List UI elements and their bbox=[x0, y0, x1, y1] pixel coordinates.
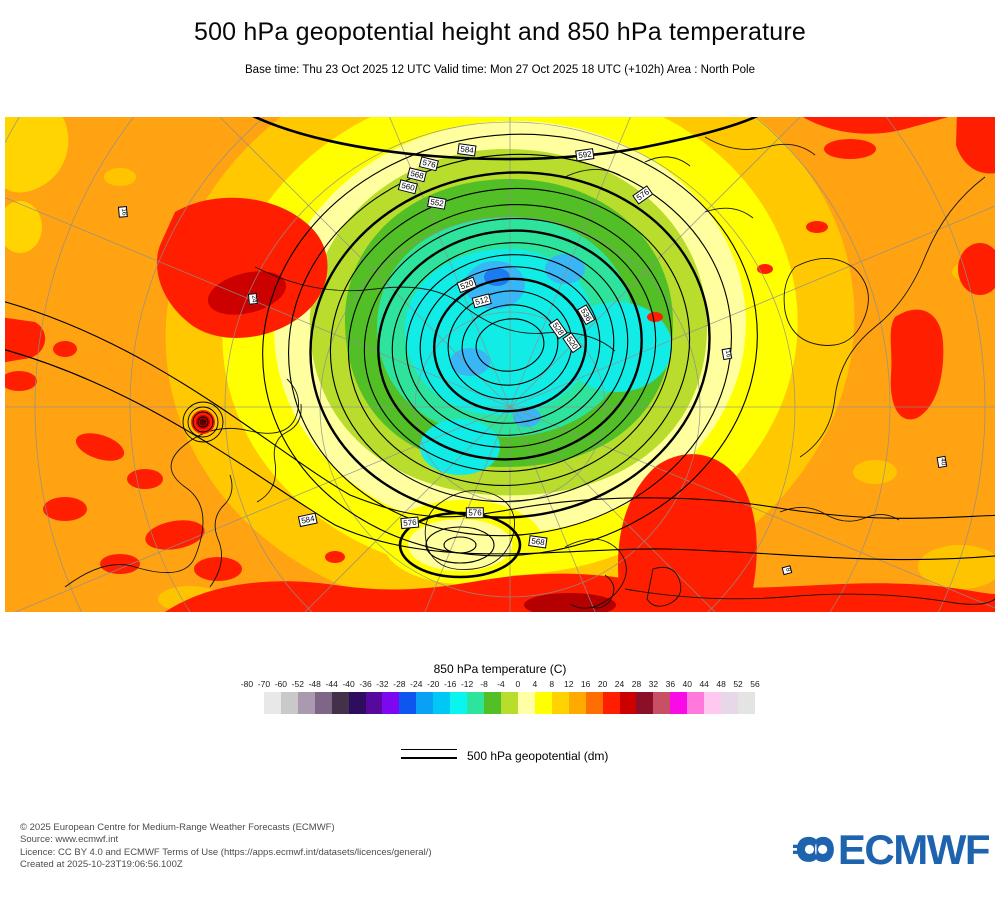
ecmwf-logo-icon bbox=[793, 836, 834, 862]
weather-map: 592 584 576 568 560 552 520 512 536 528 520 576 584 5… bbox=[5, 117, 995, 612]
graticule-label: 40 bbox=[936, 455, 948, 469]
temperature-tick-label: 52 bbox=[733, 679, 743, 689]
map-canvas bbox=[5, 117, 995, 612]
cyclone-marker bbox=[182, 401, 224, 443]
open-contours bbox=[5, 117, 995, 579]
temperature-tick-label: 16 bbox=[580, 679, 591, 689]
temperature-color-cell bbox=[636, 692, 654, 714]
copyright-footer: © 2025 European Centre for Medium-Range … bbox=[20, 822, 432, 872]
temperature-tick-label: -44 bbox=[325, 679, 338, 689]
temperature-color-cell bbox=[280, 692, 299, 714]
graticule-label: 24 bbox=[248, 293, 258, 305]
temperature-tick-label: 8 bbox=[549, 679, 555, 689]
graticule bbox=[5, 117, 995, 612]
footer-source: Source: www.ecmwf.int bbox=[20, 834, 119, 846]
temperature-tick-label: -52 bbox=[291, 679, 304, 689]
temperature-tick-label: -48 bbox=[308, 679, 321, 689]
graticule-label: 16 bbox=[721, 347, 733, 361]
temperature-tick-label: -28 bbox=[393, 679, 406, 689]
temperature-color-cell bbox=[534, 692, 553, 714]
temperature-color-cell bbox=[348, 692, 367, 714]
temperature-tick-label: 24 bbox=[614, 679, 625, 689]
temperature-color-cell bbox=[263, 692, 282, 714]
temperature-tick-label: -12 bbox=[460, 679, 474, 689]
temp-patch-red bbox=[156, 197, 328, 338]
temperature-tick-label: 28 bbox=[631, 679, 642, 689]
footer-licence: Licence: CC BY 4.0 and ECMWF Terms of Us… bbox=[20, 846, 432, 858]
temperature-color-cell bbox=[416, 692, 434, 714]
temperature-tick-label: 12 bbox=[563, 679, 574, 689]
temperature-color-cell bbox=[687, 692, 705, 714]
temperature-tick-label: 20 bbox=[597, 679, 608, 689]
contour-height-label: 576 bbox=[465, 507, 485, 519]
geopotential-line-thick bbox=[401, 757, 457, 759]
temperature-tick-label: 44 bbox=[699, 679, 709, 689]
temp-core-cyan bbox=[404, 248, 596, 415]
graticule-label: 16 bbox=[118, 206, 128, 218]
geopotential-legend-label: 500 hPa geopotential (dm) bbox=[467, 749, 609, 763]
temperature-color-cell bbox=[517, 692, 536, 714]
base-valid-time-subtitle: Base time: Thu 23 Oct 2025 12 UTC Valid … bbox=[245, 64, 755, 76]
geopotential-contours bbox=[262, 133, 758, 557]
temperature-tick-label: -20 bbox=[427, 679, 440, 689]
temperature-tick-label: -8 bbox=[480, 679, 488, 689]
page-title: 500 hPa geopotential height and 850 hPa … bbox=[193, 18, 807, 46]
temperature-color-cell bbox=[670, 692, 688, 714]
temperature-color-cell bbox=[247, 692, 265, 714]
temperature-color-cell bbox=[331, 692, 350, 714]
contour-height-label: 576 bbox=[400, 516, 420, 530]
temperature-tick-label: 4 bbox=[532, 679, 538, 689]
temperature-tick-label: -40 bbox=[342, 679, 355, 689]
temp-band-red-south bbox=[165, 573, 995, 612]
temperature-tick-label: 32 bbox=[648, 679, 659, 689]
temperature-color-cell bbox=[297, 692, 316, 714]
ecmwf-logo: ECMWF bbox=[793, 826, 991, 874]
temperature-color-cell bbox=[314, 692, 333, 714]
temperature-color-cell bbox=[653, 692, 671, 714]
temperature-color-cell bbox=[467, 692, 485, 714]
temperature-tick-label: -60 bbox=[274, 679, 288, 689]
temperature-colorbar bbox=[247, 692, 756, 714]
temperature-color-cell bbox=[382, 692, 400, 714]
geopotential-line-thin bbox=[401, 749, 457, 750]
temperature-color-cell bbox=[721, 692, 739, 714]
temperature-color-cell bbox=[585, 692, 604, 714]
temperature-color-cell bbox=[602, 692, 621, 714]
temperature-tick-label: 0 bbox=[515, 679, 521, 689]
footer-copyright: © 2025 European Centre for Medium-Range … bbox=[20, 822, 335, 833]
temperature-tick-label: -32 bbox=[376, 679, 389, 689]
ecmwf-logo-text: ECMWF bbox=[837, 826, 991, 873]
contour-height-label: 568 bbox=[528, 535, 548, 549]
temperature-color-cell bbox=[484, 692, 502, 714]
temperature-color-cell bbox=[568, 692, 587, 714]
temperature-color-cell bbox=[501, 692, 519, 714]
temperature-legend-title: 850 hPa temperature (C) bbox=[433, 662, 567, 676]
footer-created-at: Created at 2025-10-23T19:06:56.100Z bbox=[20, 859, 183, 871]
temperature-color-cell bbox=[365, 692, 383, 714]
contour-height-label: 584 bbox=[457, 143, 477, 157]
temperature-tick-label: -80 bbox=[240, 679, 254, 689]
temperature-color-cell bbox=[399, 692, 417, 714]
temperature-color-cell bbox=[704, 692, 722, 714]
temperature-tick-label: 36 bbox=[665, 679, 676, 689]
temperature-tick-label: 48 bbox=[716, 679, 726, 689]
temperature-tick-label: -24 bbox=[410, 679, 423, 689]
coastlines bbox=[64, 136, 995, 609]
temperature-tick-label: -36 bbox=[359, 679, 372, 689]
temperature-tick-label: -16 bbox=[444, 679, 457, 689]
temperature-color-cell bbox=[551, 692, 570, 714]
temperature-color-cell bbox=[738, 692, 756, 714]
temperature-color-cell bbox=[450, 692, 468, 714]
temperature-tick-label: -4 bbox=[497, 679, 505, 689]
temperature-color-cell bbox=[433, 692, 451, 714]
temperature-tick-label: 56 bbox=[750, 679, 760, 689]
temperature-tick-label: -70 bbox=[257, 679, 271, 689]
temperature-tick-label: 40 bbox=[682, 679, 692, 689]
temperature-color-cell bbox=[619, 692, 637, 714]
